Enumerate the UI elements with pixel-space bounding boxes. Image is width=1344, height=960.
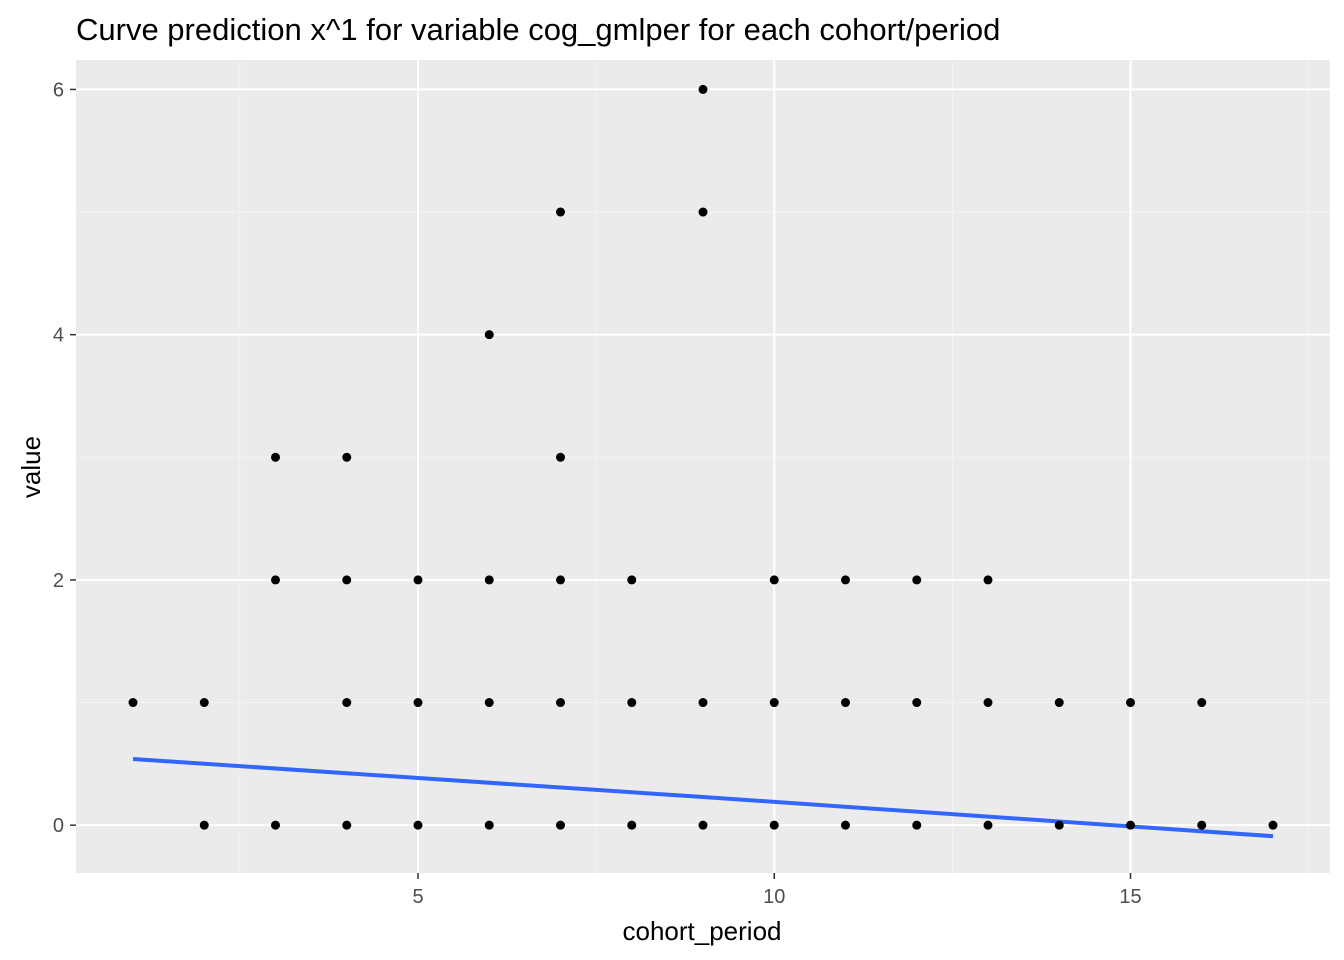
data-point — [556, 575, 565, 585]
data-point — [484, 575, 494, 585]
data-point — [841, 820, 850, 830]
data-point — [627, 820, 637, 830]
data-point — [484, 820, 494, 830]
data-point — [1054, 820, 1064, 830]
data-point — [342, 698, 352, 708]
data-point — [199, 820, 209, 830]
data-point — [556, 698, 565, 708]
data-point — [1126, 698, 1135, 708]
x-tick-label: 15 — [1119, 886, 1141, 908]
data-point — [912, 820, 922, 830]
data-point — [627, 575, 637, 585]
trend-line — [132, 757, 1274, 839]
data-point — [413, 820, 423, 830]
data-point — [627, 698, 637, 708]
data-point — [841, 575, 850, 585]
data-point — [484, 698, 494, 708]
y-tick-label: 0 — [53, 815, 64, 837]
chart-title: Curve prediction x^1 for variable cog_gm… — [76, 12, 1000, 47]
y-tick-label: 4 — [53, 325, 64, 347]
data-point — [271, 820, 280, 830]
data-point — [484, 330, 494, 340]
data-point — [983, 820, 993, 830]
data-point — [1126, 820, 1135, 830]
data-point — [841, 698, 850, 708]
trend-layer — [132, 757, 1274, 839]
data-point — [769, 698, 779, 708]
data-point — [983, 698, 993, 708]
data-point — [698, 820, 708, 830]
data-point — [912, 575, 922, 585]
data-point — [271, 575, 280, 585]
y-axis: 0 2 4 6 — [53, 79, 76, 837]
data-point — [912, 698, 922, 708]
data-point — [556, 207, 565, 217]
data-point — [769, 575, 779, 585]
x-tick-label: 5 — [412, 886, 423, 908]
x-axis: 5 10 15 — [412, 873, 1142, 908]
data-point — [342, 820, 352, 830]
data-point — [556, 820, 565, 830]
data-point — [413, 575, 423, 585]
x-axis-title: cohort_period — [623, 916, 782, 946]
data-point — [1268, 820, 1278, 830]
y-tick-label: 2 — [53, 570, 64, 592]
data-point — [1054, 698, 1064, 708]
plot-panel — [76, 60, 1330, 873]
data-point — [413, 698, 423, 708]
y-axis-title: value — [16, 436, 46, 498]
data-point — [556, 452, 565, 462]
data-point — [271, 452, 280, 462]
data-point — [342, 452, 352, 462]
data-point — [1197, 820, 1207, 830]
data-point — [698, 84, 708, 94]
x-tick-label: 10 — [763, 886, 785, 908]
data-point — [769, 820, 779, 830]
data-point — [1197, 698, 1207, 708]
data-point — [128, 698, 138, 708]
data-point — [983, 575, 993, 585]
points-layer — [128, 84, 1278, 830]
y-tick-label: 6 — [53, 79, 64, 101]
data-point — [698, 698, 708, 708]
data-point — [698, 207, 708, 217]
data-point — [342, 575, 352, 585]
data-point — [199, 698, 209, 708]
